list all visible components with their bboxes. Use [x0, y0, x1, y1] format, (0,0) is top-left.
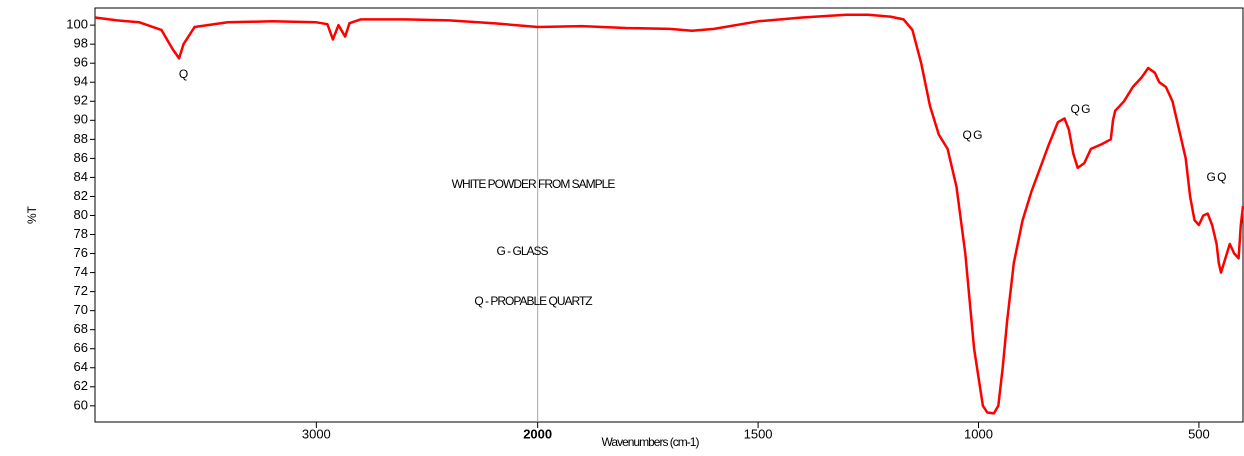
- y-tick-label: 70: [74, 302, 88, 317]
- x-axis-label: Wavenumbers (cm-1): [602, 435, 700, 449]
- annotation: Q G: [1070, 102, 1090, 116]
- y-tick-label: 68: [74, 321, 88, 336]
- y-tick-label: 62: [74, 378, 88, 393]
- y-tick-label: 84: [74, 169, 88, 184]
- plot-frame: [94, 7, 1244, 423]
- y-tick-label: 94: [74, 74, 88, 89]
- annotation: Q G: [962, 128, 982, 142]
- y-tick-label: 60: [74, 397, 88, 412]
- annotation: G Q: [1206, 170, 1226, 184]
- y-tick-label: 74: [74, 264, 88, 279]
- x-tick-label: 1000: [964, 426, 993, 441]
- y-tick-label: 66: [74, 340, 88, 355]
- x-tick-label: 3000: [302, 426, 331, 441]
- y-tick-label: 76: [74, 245, 88, 260]
- y-tick-label: 78: [74, 226, 88, 241]
- annotation: Q: [179, 67, 188, 81]
- y-tick-label: 90: [74, 112, 88, 127]
- y-tick-label: 80: [74, 207, 88, 222]
- annotation: WHITE POWDER FROM SAMPLE: [452, 177, 616, 191]
- y-tick-label: 96: [74, 55, 88, 70]
- y-tick-label: 88: [74, 131, 88, 146]
- y-tick-label: 82: [74, 188, 88, 203]
- spectrum-line: [94, 13, 1244, 415]
- y-tick-label: 64: [74, 359, 88, 374]
- x-tick-label: 2000: [523, 426, 552, 441]
- y-axis-label: %T: [25, 205, 39, 224]
- annotation: G - GLASS: [496, 244, 548, 258]
- y-tick-label: 100: [66, 17, 88, 32]
- y-tick-label: 92: [74, 93, 88, 108]
- x-tick-label: 500: [1188, 426, 1210, 441]
- x-tick-label: 1500: [744, 426, 773, 441]
- y-tick-label: 98: [74, 36, 88, 51]
- y-tick-label: 72: [74, 283, 88, 298]
- y-tick-label: 86: [74, 150, 88, 165]
- annotation: Q - PROPABLE QUARTZ: [474, 294, 592, 308]
